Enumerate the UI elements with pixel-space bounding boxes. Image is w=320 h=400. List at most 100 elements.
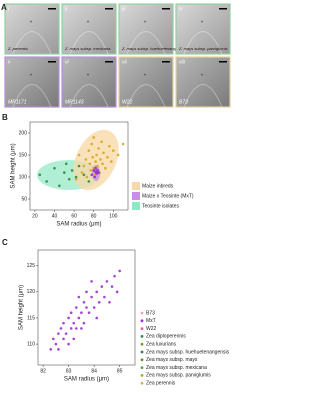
panel-label: B <box>2 113 8 122</box>
data-point <box>93 173 96 177</box>
scale-bar <box>48 61 56 63</box>
tile-numeral: v <box>8 59 11 65</box>
legend-swatch <box>140 327 144 330</box>
micrograph-panel: i * Z. perennis ii * Z. mays subsp. mexicana i… <box>4 3 231 108</box>
data-point <box>62 321 65 325</box>
legend-swatch <box>140 311 144 315</box>
data-point <box>63 171 66 174</box>
data-point <box>96 169 99 172</box>
legend-label: Zea mays subsp. mays <box>146 357 198 363</box>
figure: i * Z. perennis ii * Z. mays subsp. mexicana i… <box>1 3 231 387</box>
y-axis-label: SAM height (μm) <box>11 143 17 188</box>
x-tick-label: 82 <box>40 368 46 374</box>
tile-name: W22 <box>122 99 133 105</box>
data-point <box>93 175 96 179</box>
data-point <box>87 311 91 315</box>
data-point <box>85 290 88 294</box>
legend-swatch <box>132 192 140 200</box>
data-point <box>97 171 100 174</box>
data-point <box>67 342 70 346</box>
scale-bar <box>219 8 227 10</box>
tile-name: MR1171 <box>8 99 27 105</box>
tile-marker: * <box>87 20 89 26</box>
data-point <box>84 158 88 161</box>
y-tick-label: 125 <box>27 263 36 269</box>
legend-swatch <box>132 202 140 210</box>
legend-label: Maize inbreds <box>142 183 174 189</box>
tile-numeral: iv <box>179 6 183 12</box>
data-point <box>92 306 96 309</box>
data-point <box>57 348 60 351</box>
tile-marker: * <box>144 73 146 79</box>
meristem-outline <box>12 31 52 55</box>
tile-name: Z. mays subsp. parviglumis <box>178 46 227 51</box>
data-point <box>74 175 78 179</box>
data-point <box>92 169 95 172</box>
data-point <box>105 280 109 283</box>
tile-numeral: i <box>8 6 10 12</box>
legend-swatch <box>140 358 144 362</box>
data-point <box>70 169 74 172</box>
data-point <box>95 153 98 157</box>
data-point <box>91 155 95 159</box>
legend-label: Zea mays subsp. mexicana <box>146 365 207 371</box>
micrograph <box>61 3 117 55</box>
meristem-outline <box>69 31 109 55</box>
data-point <box>67 316 70 320</box>
tile-numeral: viii <box>179 59 186 65</box>
legend-label: Zea diploperennis <box>146 334 186 340</box>
data-point <box>74 327 78 330</box>
tile-name: Z. mays subsp. huehuetenangensis <box>121 46 185 51</box>
data-point <box>59 327 63 330</box>
tile-numeral: ii <box>65 6 68 12</box>
y-tick-label: 200 <box>19 130 28 136</box>
data-point <box>74 306 78 309</box>
legend-swatch <box>140 350 144 354</box>
data-point <box>82 321 86 325</box>
plot-frame <box>29 121 129 211</box>
panel-label: C <box>2 238 8 247</box>
data-point <box>62 337 65 341</box>
data-point <box>100 140 103 144</box>
scale-bar <box>219 61 227 63</box>
data-point <box>92 136 95 139</box>
micrograph <box>118 3 174 55</box>
legend-label: Zea luxurians <box>146 342 177 348</box>
legend-label: W22 <box>146 326 157 332</box>
tile-name: Z. mays subsp. mexicana <box>64 46 111 51</box>
tile-name: Z. perennis <box>7 46 28 51</box>
data-point <box>38 173 42 177</box>
tile-name: MR1143 <box>65 99 84 105</box>
tile-marker: * <box>144 20 146 26</box>
legend-swatch <box>140 374 144 377</box>
scale-bar <box>105 8 113 10</box>
meristem-outline <box>69 84 109 108</box>
data-point <box>110 285 114 288</box>
data-point <box>102 151 105 155</box>
data-point <box>106 155 109 159</box>
meristem-outline <box>126 84 166 108</box>
legend-swatch <box>140 381 144 385</box>
y-tick-label: 115 <box>27 315 35 321</box>
legend-swatch <box>140 342 144 346</box>
data-point <box>90 173 94 177</box>
legend-label: Zea mays subsp. huehuetenangensis <box>146 349 230 355</box>
data-point <box>45 180 48 183</box>
data-point <box>58 184 61 188</box>
data-point <box>100 285 104 288</box>
micrograph <box>118 56 174 108</box>
scale-bar <box>162 8 170 10</box>
scale-bar <box>105 61 113 63</box>
data-point <box>121 142 125 146</box>
data-point <box>69 311 73 315</box>
legend-swatch <box>140 366 144 369</box>
data-point <box>72 337 76 341</box>
tile-marker: * <box>87 73 89 79</box>
data-point <box>95 172 98 175</box>
y-tick-label: 110 <box>27 341 35 347</box>
data-point <box>94 160 97 163</box>
x-tick-label: 80 <box>91 213 97 219</box>
legend-label: Maize x Teosinte (MxT) <box>142 193 194 199</box>
scale-bar <box>162 61 170 63</box>
micrograph <box>175 3 231 55</box>
